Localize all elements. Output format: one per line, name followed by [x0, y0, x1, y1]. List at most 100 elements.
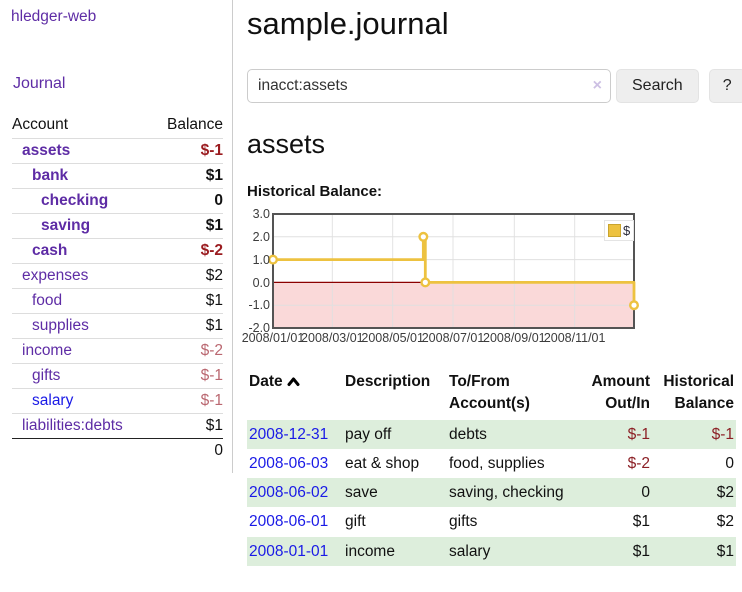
register-date-link[interactable]: 2008-06-03: [249, 454, 329, 472]
register-balance: $2: [716, 513, 734, 531]
account-link-supplies[interactable]: supplies: [32, 317, 89, 334]
accounts-header-balance: Balance: [166, 116, 223, 133]
accounts-total-row: 0: [12, 438, 223, 463]
x-axis-tick: 2008/11/01: [543, 331, 606, 346]
y-axis-tick: 2.0: [252, 230, 270, 245]
page-title: sample.journal: [247, 6, 449, 41]
register-date-link[interactable]: 2008-06-02: [249, 484, 329, 502]
data-point-marker: [420, 277, 431, 288]
main-content: sample.journal × Search ? assets Histori…: [233, 0, 742, 592]
account-balance: $2: [152, 263, 223, 289]
register-description: eat & shop: [345, 454, 420, 472]
brand-link[interactable]: hledger-web: [11, 8, 97, 25]
account-link-cash[interactable]: cash: [32, 242, 68, 259]
account-link-liabilities-debts[interactable]: liabilities:debts: [22, 417, 123, 434]
register-description: pay off: [345, 425, 392, 443]
chart-title: Historical Balance:: [247, 183, 383, 201]
register-row: 2008-06-02 save saving, checking 0 $2: [247, 478, 736, 508]
search-form: × Search ?: [247, 68, 742, 103]
register-balance: $-1: [711, 425, 734, 443]
register-header-description: Description: [345, 373, 431, 391]
account-link-food[interactable]: food: [32, 292, 63, 309]
y-axis-tick: 0.0: [252, 275, 270, 290]
account-link-gifts[interactable]: gifts: [32, 367, 61, 384]
register-accounts: food, supplies: [449, 454, 545, 472]
register-balance: $1: [716, 542, 734, 560]
register-balance: 0: [725, 454, 734, 472]
data-point-marker: [629, 300, 640, 311]
account-row: cash $-2: [12, 238, 223, 264]
account-row: saving $1: [12, 213, 223, 239]
register-header-date[interactable]: Date: [247, 369, 343, 419]
accounts-table: Account Balance assets $-1 bank $1 checking 0…: [12, 114, 223, 463]
account-link-saving[interactable]: saving: [41, 217, 91, 234]
account-row: bank $1: [12, 163, 223, 189]
legend-label: $: [623, 223, 631, 239]
x-axis-tick: 2008/05/01: [361, 331, 424, 346]
x-axis-tick: 2008/09/01: [483, 331, 546, 346]
account-row: gifts $-1: [12, 363, 223, 389]
legend-swatch: [608, 224, 621, 238]
register-amount: 0: [641, 484, 650, 502]
account-balance: $-1: [152, 138, 223, 164]
register-row: 2008-06-01 gift gifts $1 $2: [247, 507, 736, 536]
register-date-cell: 2008-06-01: [247, 507, 343, 536]
account-balance: $1: [152, 288, 223, 314]
chart-legend: $: [604, 220, 635, 242]
y-axis-tick: 1.0: [252, 252, 270, 267]
register-accounts: salary: [449, 542, 491, 560]
account-balance: $1: [152, 413, 223, 439]
account-link-bank[interactable]: bank: [32, 167, 69, 184]
account-row: supplies $1: [12, 313, 223, 339]
register-description: gift: [345, 513, 366, 531]
account-balance: $1: [152, 313, 223, 339]
register-table-body: 2008-12-31 pay off debts $-1 $-1 2008-06-03 ea…: [247, 419, 736, 566]
account-row: expenses $2: [12, 263, 223, 289]
x-axis-tick: 2008/01/01: [241, 331, 305, 346]
register-date-link[interactable]: 2008-01-01: [249, 542, 329, 560]
account-row: food $1: [12, 288, 223, 314]
data-point-marker: [418, 232, 429, 243]
accounts-table-body: assets $-1 bank $1 checking 0 saving $1 cash $-2 e…: [12, 138, 223, 439]
account-balance: 0: [152, 188, 223, 214]
search-input[interactable]: [247, 68, 611, 103]
register-date-link[interactable]: 2008-12-31: [249, 425, 329, 443]
account-link-salary[interactable]: salary: [32, 392, 74, 409]
search-button[interactable]: Search: [616, 68, 699, 103]
register-row: 2008-06-03 eat & shop food, supplies $-2 0: [247, 449, 736, 478]
register-date-cell: 2008-06-02: [247, 478, 343, 507]
account-row: assets $-1: [12, 138, 223, 164]
x-axis-tick: 2008/03/01: [301, 331, 364, 346]
x-axis-tick: 2008/07/01: [421, 331, 485, 346]
register-accounts: gifts: [449, 513, 478, 531]
account-balance: $-2: [152, 338, 223, 364]
register-date-link[interactable]: 2008-06-01: [249, 513, 329, 531]
account-balance: $-1: [152, 388, 223, 414]
account-row: income $-2: [12, 338, 223, 364]
register-header-balance: Historical Balance: [663, 373, 734, 412]
register-amount: $-1: [627, 425, 650, 443]
account-link-income[interactable]: income: [22, 342, 72, 359]
account-row: salary $-1: [12, 388, 223, 414]
help-button[interactable]: ?: [708, 68, 742, 103]
account-heading: assets: [247, 128, 326, 159]
register-header-accounts: To/From Account(s): [449, 373, 530, 412]
account-link-checking[interactable]: checking: [41, 192, 109, 209]
data-point-marker: [268, 254, 279, 265]
sidebar: hledger-web Journal Account Balance asse…: [0, 0, 233, 473]
register-date-cell: 2008-12-31: [247, 420, 343, 449]
accounts-header-account: Account: [12, 116, 69, 133]
sort-ascending-icon: [287, 372, 300, 394]
historical-balance-chart: $ 3.0 2.0 1.0 0.0 -1.0 -2.0 2008/01/01 2008/03/…: [242, 207, 642, 348]
account-row: liabilities:debts $1: [12, 413, 223, 439]
account-link-expenses[interactable]: expenses: [22, 267, 89, 284]
register-balance: $2: [716, 484, 734, 502]
register-description: save: [345, 484, 378, 502]
register-row: 2008-12-31 pay off debts $-1 $-1: [247, 419, 736, 449]
sidebar-item-journal[interactable]: Journal: [13, 75, 66, 92]
clear-search-icon[interactable]: ×: [592, 76, 602, 94]
register-accounts: saving, checking: [449, 484, 564, 502]
account-row: checking 0: [12, 188, 223, 214]
account-link-assets[interactable]: assets: [22, 142, 71, 159]
